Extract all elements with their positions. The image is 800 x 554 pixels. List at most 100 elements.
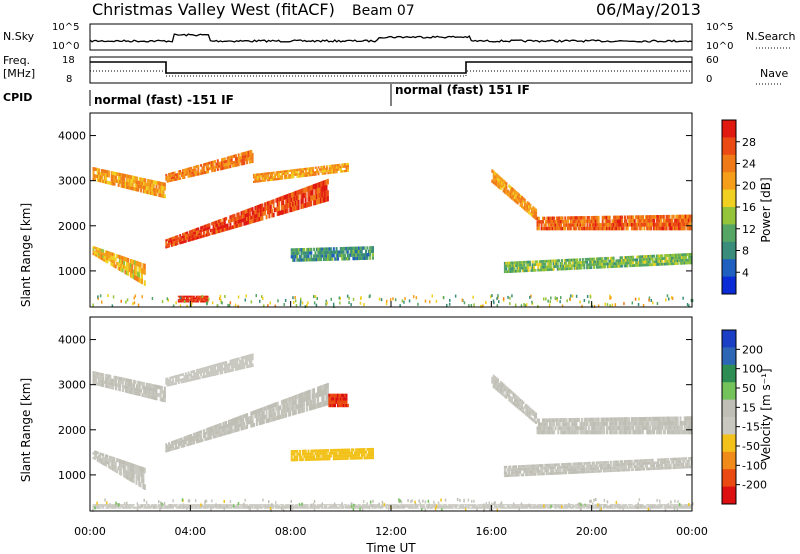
power-cell [183, 235, 186, 238]
velocity-cell [558, 468, 561, 472]
power-cell [526, 266, 529, 270]
velocity-cell [124, 378, 127, 382]
power-cell [309, 174, 312, 177]
velocity-cell [116, 383, 119, 387]
power-noise-cell [686, 303, 689, 306]
velocity-cell [141, 466, 143, 473]
velocity-cell [321, 454, 324, 458]
velocity-cell [121, 384, 124, 389]
velocity-cell [225, 361, 228, 364]
power-cell [651, 222, 654, 227]
velocity-cell [664, 458, 667, 461]
velocity-cell [639, 430, 642, 435]
velocity-cell [180, 437, 183, 441]
velocity-cell [657, 467, 660, 470]
power-noise-cell [380, 298, 383, 302]
velocity-cell [586, 461, 589, 465]
velocity-cell [318, 457, 321, 461]
velocity-cell [304, 396, 307, 402]
velocity-cell [549, 469, 552, 473]
velocity-cell [338, 403, 341, 408]
velocity-cell [608, 430, 611, 435]
power-cell [183, 171, 186, 174]
power-cell [193, 173, 196, 177]
power-cell [310, 201, 313, 207]
velocity-cell [212, 425, 215, 429]
power-cell [522, 200, 525, 204]
power-cell [134, 275, 137, 280]
velocity-cell [308, 394, 311, 401]
velocity-cell [230, 359, 233, 363]
power-cell [212, 231, 215, 235]
velocity-cell [687, 429, 690, 435]
power-cell [535, 217, 538, 220]
power-cell [612, 262, 615, 266]
velocity-cell [673, 429, 676, 435]
power-cell [619, 215, 622, 220]
power-cell [95, 254, 98, 257]
velocity-cell [608, 425, 611, 431]
power-cell [587, 219, 590, 224]
power-cell [505, 191, 508, 195]
velocity-cell [258, 412, 261, 417]
velocity-cell [553, 422, 556, 427]
velocity-cell [680, 457, 683, 461]
power-cell [202, 163, 205, 166]
velocity-cell [132, 473, 135, 479]
power-cell [680, 226, 683, 231]
velocity-cell [521, 403, 523, 407]
velocity-cell [313, 398, 315, 405]
velocity-cell [283, 413, 286, 418]
velocity-cell [105, 373, 108, 378]
velocity-cell [118, 471, 121, 475]
velocity-cell [127, 382, 130, 387]
velocity-cell [155, 384, 158, 389]
power-cell [247, 216, 250, 221]
power-cell [194, 234, 197, 237]
power-cell [641, 255, 644, 259]
power-cell [190, 238, 193, 242]
velocity-cell [205, 372, 208, 375]
velocity-cell [512, 401, 515, 405]
velocity-cell [362, 453, 365, 457]
velocity-cell [248, 354, 251, 358]
velocity-cell [125, 461, 128, 466]
power-cell [629, 255, 632, 259]
velocity-cell [647, 461, 650, 465]
power-cell [306, 258, 309, 262]
power-cell [320, 254, 323, 258]
velocity-cell [325, 454, 328, 458]
power-cell [509, 192, 512, 196]
power-cell [93, 246, 96, 249]
velocity-cell [204, 369, 207, 373]
velocity-cell [629, 425, 632, 430]
power-cell [497, 174, 499, 178]
power-noise-cell [502, 297, 505, 301]
power-cell [325, 169, 328, 173]
power-cell [499, 186, 502, 191]
cpid-segment-1: normal (fast) -151 IF [94, 93, 234, 107]
velocity-cell [180, 442, 183, 446]
velocity-cell [114, 461, 117, 466]
power-cell [687, 261, 690, 265]
velocity-cell [590, 470, 593, 473]
power-cell [551, 223, 554, 227]
power-cell [229, 158, 232, 162]
power-cell [310, 171, 313, 174]
velocity-cell [515, 404, 518, 408]
velocity-cell [583, 464, 586, 468]
power-cell [344, 257, 346, 261]
power-cell [211, 166, 214, 170]
velocity-cell [130, 505, 133, 507]
power-cell [325, 165, 328, 168]
velocity-cell [118, 467, 121, 471]
power-cell [264, 211, 267, 216]
velocity-cell [595, 467, 598, 470]
velocity-cell [258, 416, 261, 421]
power-cell [219, 167, 222, 171]
power-cell [330, 164, 333, 168]
velocity-cell [257, 413, 260, 418]
power-cell [190, 174, 193, 178]
velocity-cell [193, 375, 196, 378]
velocity-cell [544, 418, 547, 423]
